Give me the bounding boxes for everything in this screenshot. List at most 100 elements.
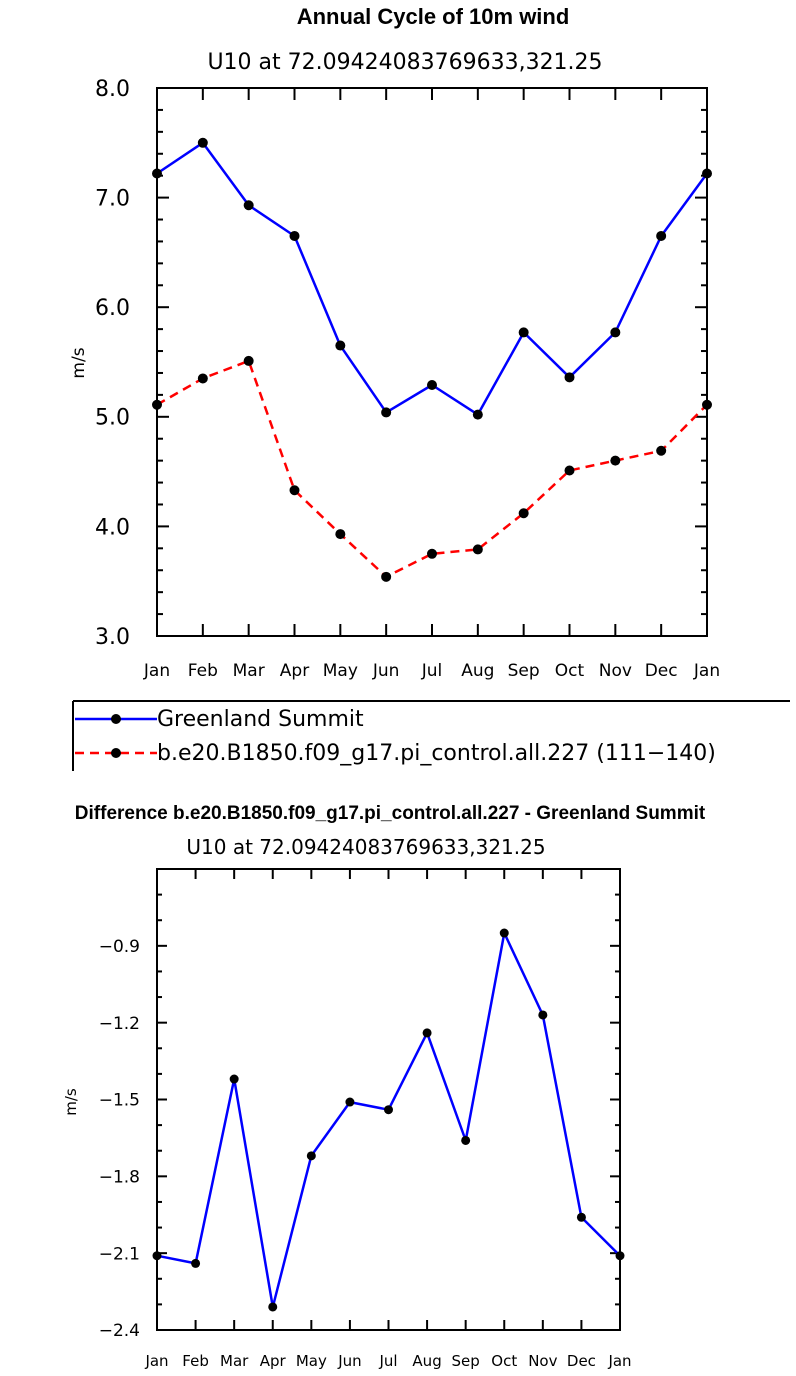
x-tick-label: Dec (645, 661, 678, 681)
data-point (381, 571, 392, 582)
y-tick-label: −1.8 (99, 1167, 140, 1187)
chart-1-series (152, 137, 712, 582)
data-point (615, 1251, 625, 1261)
y-tick-label: 6.0 (95, 296, 130, 321)
x-tick-label: Feb (182, 1352, 209, 1370)
x-tick-label: Sep (452, 1352, 480, 1370)
y-tick-label: 7.0 (95, 187, 130, 212)
chart-2-x-tick-labels: Jan Feb Mar Apr May Jun Jul Aug Sep Oct Nov Dec Jan (144, 1352, 631, 1370)
y-tick-label: 4.0 (95, 515, 130, 540)
x-tick-label: Feb (188, 661, 218, 681)
legend-label-greenland: Greenland Summit (157, 707, 364, 732)
data-point (427, 548, 437, 559)
data-point (306, 1151, 316, 1161)
x-tick-label: Jun (337, 1352, 361, 1370)
data-point (229, 1074, 239, 1084)
x-tick-label: May (296, 1352, 327, 1370)
data-point (472, 409, 483, 420)
legend-label-model: b.e20.B1850.f09_g17.pi_control.all.227 (… (157, 741, 716, 766)
data-point (152, 1251, 162, 1261)
data-point (268, 1302, 278, 1312)
y-tick-label: −0.9 (99, 937, 140, 957)
data-point (243, 355, 254, 366)
chart-1-legend: Greenland Summit b.e20.B1850.f09_g17.pi_… (72, 700, 790, 771)
chart-1-ticks (156, 87, 708, 637)
x-tick-label: Nov (528, 1352, 557, 1370)
x-tick-label: Oct (555, 661, 585, 681)
data-point (518, 327, 529, 338)
y-tick-label: 8.0 (95, 77, 130, 102)
x-tick-label: Jun (372, 661, 400, 681)
chart-2-series (152, 928, 625, 1312)
chart-1-x-tick-labels: Jan Feb Mar Apr May Jun Jul Aug Sep Oct Nov Dec Jan (143, 661, 720, 681)
x-tick-label: Jan (607, 1352, 631, 1370)
chart-2-y-tick-labels: −2.4 −2.1 −1.8 −1.5 −1.2 −0.9 (99, 937, 140, 1341)
data-point (610, 327, 621, 338)
data-point (289, 230, 300, 241)
data-point (335, 340, 346, 351)
data-point (564, 465, 575, 476)
chart-1-title: Annual Cycle of 10m wind (297, 4, 570, 29)
x-tick-label: Aug (412, 1352, 441, 1370)
chart-1-y-tick-labels: 3.0 4.0 5.0 6.0 7.0 8.0 (95, 77, 130, 650)
data-point (610, 455, 621, 466)
x-tick-label: Oct (491, 1352, 517, 1370)
data-point (499, 928, 509, 938)
y-tick-label: −1.5 (99, 1091, 140, 1111)
data-point (427, 380, 437, 391)
data-point (345, 1097, 355, 1107)
y-tick-label: −2.1 (99, 1244, 140, 1264)
chart-2-ticks (156, 868, 621, 1331)
data-point (422, 1028, 432, 1038)
series-line-0 (156, 931, 621, 1309)
x-tick-label: May (323, 661, 358, 681)
chart-1: Annual Cycle of 10m wind U10 at 72.09424… (69, 4, 720, 681)
legend-marker-model (111, 748, 121, 758)
data-point (564, 372, 575, 383)
x-tick-label: Aug (461, 661, 494, 681)
data-point (656, 445, 667, 456)
x-tick-label: Apr (260, 1352, 287, 1370)
x-tick-label: Apr (280, 661, 309, 681)
chart-2: Difference b.e20.B1850.f09_g17.pi_contro… (62, 803, 706, 1370)
data-point (197, 137, 208, 148)
data-point (656, 230, 667, 241)
x-tick-label: Sep (508, 661, 540, 681)
x-tick-label: Dec (567, 1352, 596, 1370)
chart-2-plot-frame (156, 868, 621, 1331)
x-tick-label: Jul (378, 1352, 397, 1370)
y-tick-label: 3.0 (95, 625, 130, 650)
series-line-1 (156, 359, 708, 579)
y-tick-label: −1.2 (99, 1014, 140, 1034)
data-point (384, 1105, 393, 1115)
x-tick-label: Jul (421, 661, 443, 681)
data-point (576, 1212, 586, 1222)
y-tick-label: 5.0 (95, 406, 130, 431)
data-point (152, 168, 162, 179)
x-tick-label: Jan (144, 1352, 168, 1370)
data-point (335, 529, 346, 540)
chart-1-subtitle: U10 at 72.09424083769633,321.25 (207, 50, 602, 75)
data-point (518, 508, 529, 519)
x-tick-label: Jan (693, 661, 720, 681)
data-point (381, 407, 392, 418)
data-point (191, 1258, 201, 1268)
data-point (289, 485, 300, 496)
data-point (152, 399, 162, 410)
data-point (243, 200, 254, 211)
x-tick-label: Jan (143, 661, 170, 681)
data-point (702, 399, 712, 410)
data-point (472, 544, 483, 555)
data-point (197, 373, 208, 384)
chart-1-y-axis-label: m/s (69, 347, 89, 378)
chart-2-subtitle: U10 at 72.09424083769633,321.25 (186, 835, 545, 859)
legend-marker-greenland (111, 714, 121, 724)
data-point (538, 1010, 548, 1020)
x-tick-label: Mar (233, 661, 265, 681)
x-tick-label: Mar (220, 1352, 249, 1370)
series-line-0 (156, 141, 709, 416)
chart-2-y-axis-label: m/s (62, 1088, 80, 1116)
data-point (461, 1135, 471, 1145)
x-tick-label: Nov (599, 661, 632, 681)
